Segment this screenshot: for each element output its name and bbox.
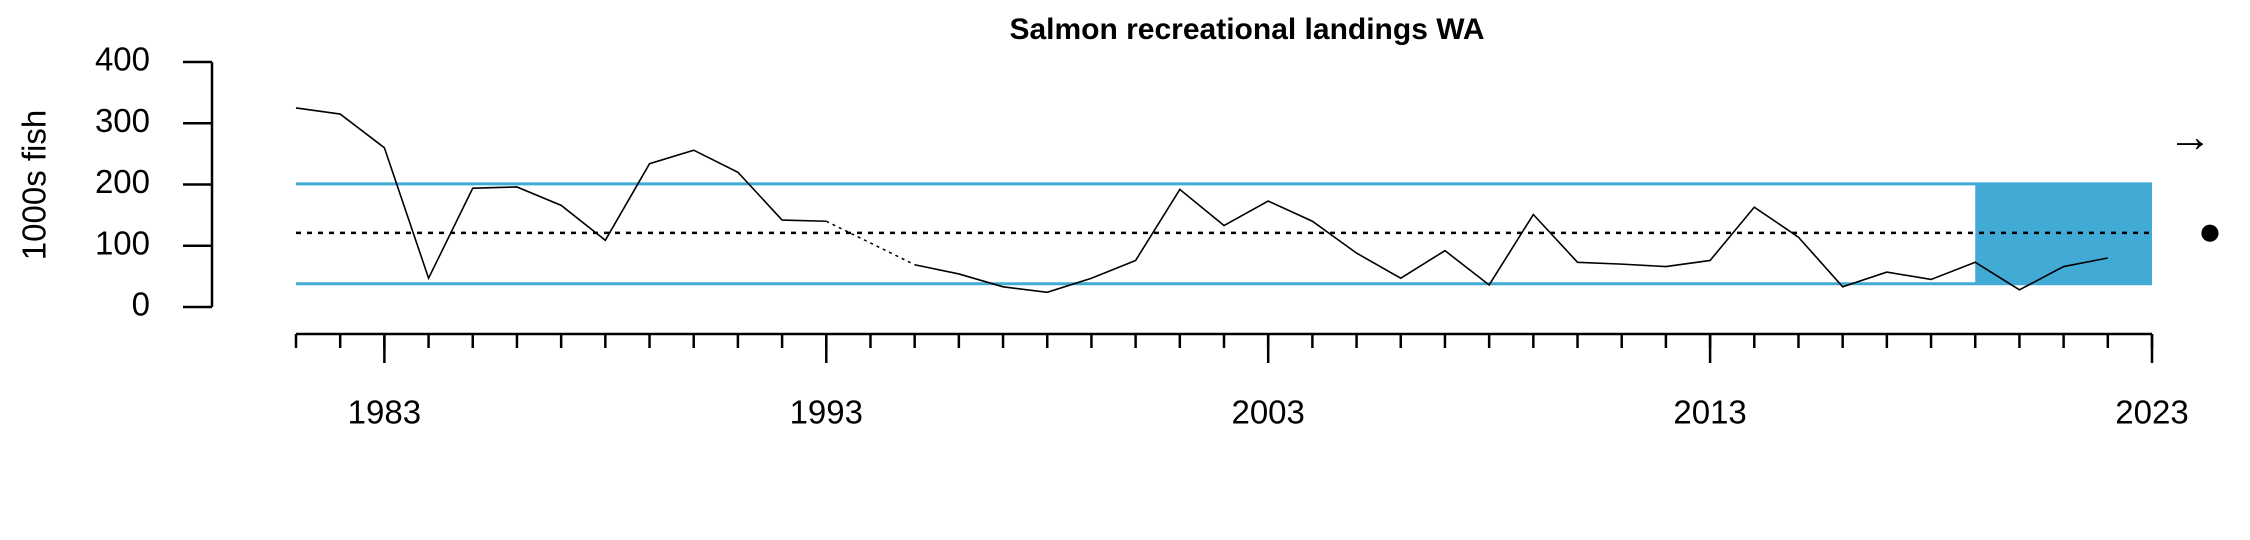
x-tick-label: 2003 (1231, 394, 1304, 431)
x-tick-label: 1983 (348, 394, 421, 431)
series-line (295, 107, 2108, 294)
x-tick-label: 1993 (790, 394, 863, 431)
trend-indicator: → (2168, 113, 2212, 162)
x-tick-label: 2013 (1673, 394, 1746, 431)
y-tick-label: 100 (95, 224, 150, 261)
x-tick-label: 2023 (2115, 394, 2188, 431)
y-tick-label: 400 (95, 41, 150, 78)
y-axis-label: 1000s fish (16, 110, 53, 260)
gap-bridge (825, 220, 915, 266)
y-tick-label: 0 (132, 286, 150, 323)
chart-title: Salmon recreational landings WA (1009, 13, 1484, 46)
y-tick-label: 200 (95, 163, 150, 200)
mean-indicator: ● (2198, 210, 2222, 254)
y-tick-label: 300 (95, 102, 150, 139)
